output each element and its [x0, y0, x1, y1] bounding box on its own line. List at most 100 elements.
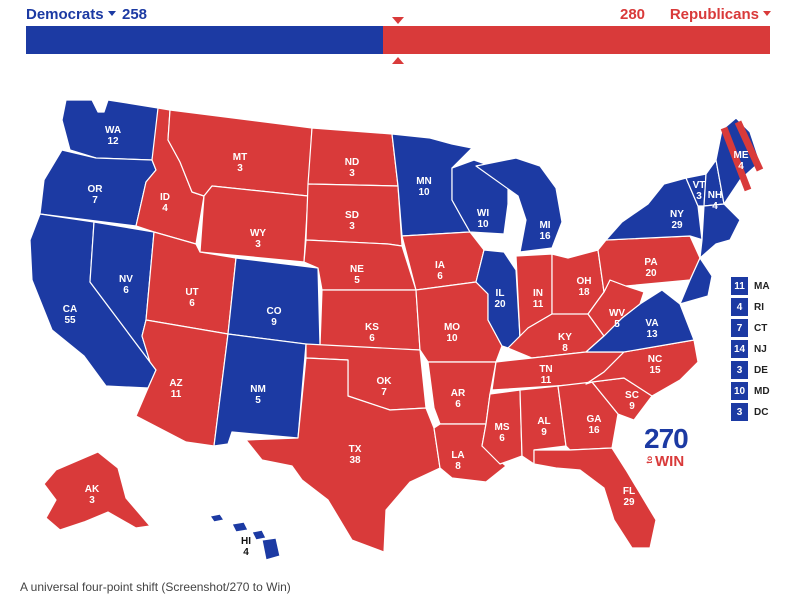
state-label-oh: OH	[577, 276, 592, 287]
small-state-de[interactable]: 3 DE	[731, 360, 770, 380]
state-votes-hi: 4	[243, 547, 249, 558]
small-state-md[interactable]: 10 MD	[731, 381, 770, 401]
state-MD-DE[interactable]	[679, 257, 713, 305]
state-label-or: OR	[88, 184, 104, 195]
electoral-vote-bar	[26, 26, 770, 54]
state-votes-wy: 3	[255, 239, 261, 250]
state-label-wv: WV	[609, 308, 625, 319]
state-votes-ga: 16	[588, 425, 600, 436]
state-label-fl: FL	[623, 486, 635, 497]
270towin-logo: 270 to WIN	[644, 423, 724, 470]
state-votes-ok: 7	[381, 387, 387, 398]
democrats-dropdown[interactable]: Democrats	[26, 6, 116, 23]
small-state-ct[interactable]: 7 CT	[731, 318, 770, 338]
state-votes-ia: 6	[437, 271, 443, 282]
state-MI[interactable]	[475, 157, 563, 253]
republicans-votes: 280	[620, 6, 646, 23]
state-label-id: ID	[160, 192, 170, 203]
state-label-me: ME	[734, 150, 749, 161]
state-label-la: LA	[451, 450, 464, 461]
state-NE-CORRIDOR[interactable]	[699, 203, 741, 259]
state-label-ar: AR	[451, 388, 466, 399]
state-label-ms: MS	[495, 422, 510, 433]
small-state-ma[interactable]: 11 MA	[731, 276, 770, 296]
small-state-abbr: DC	[754, 406, 769, 418]
state-votes-ky: 8	[562, 343, 568, 354]
small-state-votes: 3	[731, 361, 748, 379]
small-state-dc[interactable]: 3 DC	[731, 402, 770, 422]
state-WY[interactable]	[199, 185, 309, 263]
state-label-ak: AK	[85, 484, 100, 495]
state-HI[interactable]	[209, 513, 281, 561]
state-votes-wa: 12	[107, 136, 119, 147]
state-TX[interactable]	[245, 357, 441, 553]
state-votes-ms: 6	[499, 433, 505, 444]
state-label-ne: NE	[350, 264, 364, 275]
caret-down-icon	[107, 11, 116, 16]
state-votes-nc: 15	[649, 365, 661, 376]
state-votes-nh: 4	[712, 201, 718, 212]
state-votes-ak: 3	[89, 495, 95, 506]
small-state-abbr: DE	[754, 364, 768, 376]
state-AK[interactable]	[43, 451, 151, 531]
state-IL[interactable]	[475, 249, 521, 349]
state-FL[interactable]	[533, 447, 657, 549]
democrats-bar-fill	[26, 26, 384, 54]
small-state-abbr: MD	[754, 385, 770, 397]
state-label-wa: WA	[105, 125, 121, 136]
state-votes-in: 11	[533, 299, 544, 310]
small-state-abbr: CT	[754, 322, 768, 334]
small-state-nj[interactable]: 14 NJ	[731, 339, 770, 359]
state-votes-nd: 3	[349, 168, 355, 179]
state-label-ga: GA	[587, 414, 602, 425]
state-votes-ne: 5	[354, 275, 360, 286]
state-label-mi: MI	[539, 220, 550, 231]
state-label-wy: WY	[250, 228, 266, 239]
state-votes-ks: 6	[369, 333, 375, 344]
state-votes-nm: 5	[255, 395, 261, 406]
state-votes-fl: 29	[623, 497, 635, 508]
state-label-nv: NV	[119, 274, 133, 285]
state-votes-vt: 3	[696, 191, 702, 202]
state-votes-id: 4	[162, 203, 168, 214]
state-votes-ar: 6	[455, 399, 461, 410]
small-state-votes: 10	[731, 382, 748, 400]
state-votes-pa: 20	[645, 268, 657, 279]
state-label-tx: TX	[349, 444, 362, 455]
democrats-votes: 258	[122, 6, 148, 23]
map-svg: WA12OR7CA55NV6ID4MT3WY3UT6AZ11CO9NM5ND3S…	[29, 99, 764, 561]
small-state-abbr: NJ	[754, 343, 767, 355]
small-state-abbr: MA	[754, 280, 770, 292]
state-label-vt: VT	[693, 180, 706, 191]
state-votes-tn: 11	[541, 375, 552, 386]
state-label-pa: PA	[644, 257, 657, 268]
state-label-nc: NC	[648, 354, 662, 365]
state-label-az: AZ	[169, 378, 182, 389]
state-CO[interactable]	[227, 257, 321, 347]
small-state-ri[interactable]: 4 RI	[731, 297, 770, 317]
state-label-ks: KS	[365, 322, 379, 333]
state-votes-tx: 38	[349, 455, 361, 466]
state-votes-ut: 6	[189, 298, 195, 309]
state-votes-mo: 10	[446, 333, 458, 344]
state-label-ut: UT	[185, 287, 198, 298]
state-votes-al: 9	[541, 427, 547, 438]
state-votes-co: 9	[271, 317, 277, 328]
majority-marker-bottom-icon	[392, 57, 404, 64]
state-votes-mt: 3	[237, 163, 243, 174]
state-label-sc: SC	[625, 390, 639, 401]
majority-marker-top-icon	[392, 17, 404, 24]
maine-split-stripe	[720, 126, 752, 192]
small-state-votes: 4	[731, 298, 748, 316]
state-votes-va: 13	[646, 329, 658, 340]
state-label-ia: IA	[435, 260, 445, 271]
state-votes-la: 8	[455, 461, 461, 472]
state-votes-ca: 55	[64, 315, 76, 326]
republicans-dropdown[interactable]: Republicans	[670, 6, 771, 23]
maine-split-stripes	[720, 120, 764, 192]
small-state-abbr: RI	[754, 301, 764, 313]
state-label-wi: WI	[477, 208, 489, 219]
state-votes-mn: 10	[418, 187, 430, 198]
state-label-mt: MT	[233, 152, 247, 163]
republicans-label: Republicans	[669, 6, 759, 23]
